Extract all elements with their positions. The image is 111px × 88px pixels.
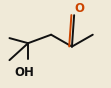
- Text: O: O: [75, 2, 85, 15]
- Text: OH: OH: [15, 66, 35, 78]
